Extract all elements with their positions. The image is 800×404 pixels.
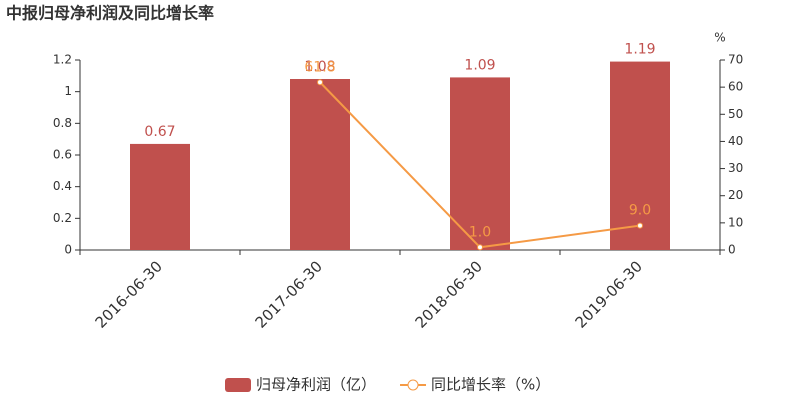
line-label: 61.8: [304, 59, 335, 75]
y-tick-label: 0.6: [53, 148, 72, 162]
y-tick-label: 0.2: [53, 211, 72, 225]
y2-tick-label: 0: [728, 243, 736, 257]
bar-label: 1.09: [464, 57, 495, 73]
x-tick-label: 2018-06-30: [412, 257, 486, 331]
legend-label: 同比增长率（%）: [431, 376, 550, 394]
x-tick-label: 2016-06-30: [92, 257, 166, 331]
y-tick-label: 0.4: [53, 179, 72, 193]
y2-tick-label: 50: [728, 107, 743, 121]
chart-title: 中报归母净利润及同比增长率: [6, 4, 214, 23]
legend-swatch: [225, 378, 251, 392]
x-tick-label: 2017-06-30: [252, 257, 326, 331]
y-tick-label: 0: [64, 243, 72, 257]
bar: [130, 143, 190, 250]
y2-axis-label: %: [714, 31, 725, 45]
legend-swatch: [407, 379, 419, 391]
legend-label: 归母净利润（亿）: [256, 376, 376, 394]
y2-tick-label: 20: [728, 188, 743, 202]
y2-tick-label: 10: [728, 215, 743, 229]
y-tick-label: 1.2: [53, 53, 72, 67]
y2-tick-label: 60: [728, 80, 743, 94]
bar-label: 1.19: [624, 42, 655, 58]
bar-label: 0.67: [144, 124, 175, 140]
y2-tick-label: 70: [728, 53, 743, 67]
line-label: 9.0: [629, 203, 651, 219]
line-label: 1.0: [469, 224, 491, 240]
y2-tick-label: 30: [728, 161, 743, 175]
y-tick-label: 1: [64, 84, 72, 98]
bar-label: 1.08: [304, 59, 335, 75]
line-point: [637, 222, 643, 229]
line-point: [477, 244, 483, 251]
bar: [290, 79, 350, 250]
y-tick-label: 0.8: [53, 116, 72, 130]
x-tick-label: 2019-06-30: [572, 257, 646, 331]
line-point: [317, 79, 323, 86]
bar: [610, 61, 670, 251]
y2-tick-label: 40: [728, 134, 743, 148]
bar: [450, 77, 510, 251]
